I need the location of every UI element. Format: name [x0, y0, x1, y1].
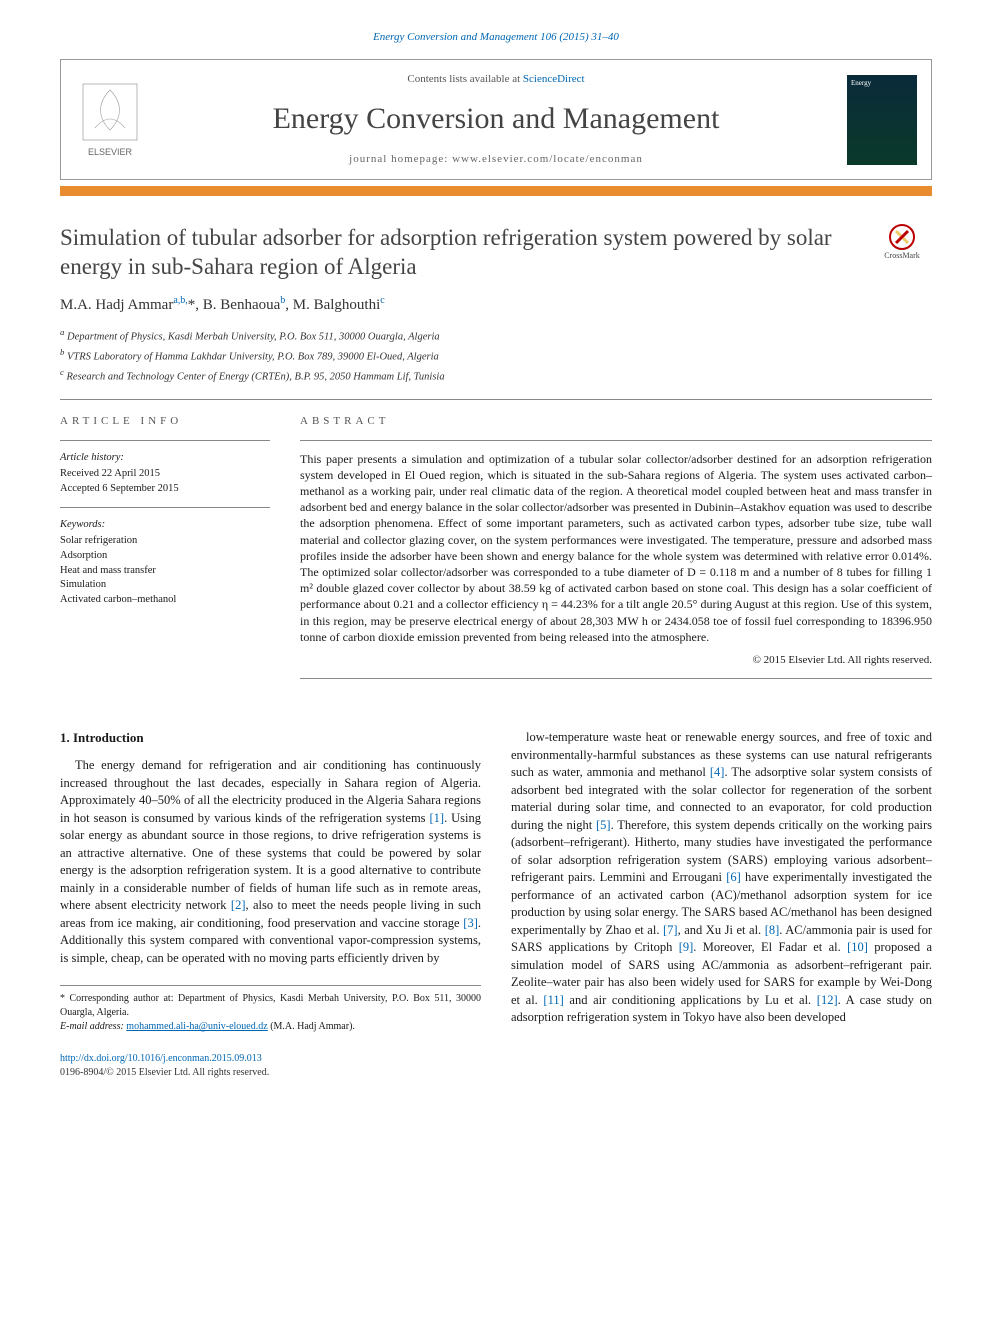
affiliation: a Department of Physics, Kasdi Merbah Un…	[60, 326, 932, 345]
author-name: M. Balghouthi	[293, 297, 381, 313]
affiliation: c Research and Technology Center of Ener…	[60, 366, 932, 385]
journal-header-box: ELSEVIER Contents lists available at Sci…	[60, 59, 932, 180]
affiliation-text: Research and Technology Center of Energy…	[67, 372, 445, 383]
email-owner: (M.A. Hadj Ammar).	[268, 1021, 355, 1032]
contents-prefix: Contents lists available at	[407, 73, 522, 85]
affiliation-text: VTRS Laboratory of Hamma Lakhdar Univers…	[67, 351, 439, 362]
author-list: M.A. Hadj Ammara,b,*, B. Benhaouab, M. B…	[60, 294, 932, 316]
keyword: Activated carbon–methanol	[60, 593, 270, 608]
rule	[60, 440, 270, 441]
elsevier-logo: ELSEVIER	[75, 80, 145, 160]
body-two-column: 1. Introduction The energy demand for re…	[60, 729, 932, 1034]
footer-copyright: 0196-8904/© 2015 Elsevier Ltd. All right…	[60, 1066, 932, 1080]
keyword: Heat and mass transfer	[60, 564, 270, 579]
journal-homepage: journal homepage: www.elsevier.com/locat…	[145, 152, 847, 167]
footnote-block: * Corresponding author at: Department of…	[60, 985, 481, 1034]
sciencedirect-link[interactable]: ScienceDirect	[523, 73, 585, 85]
article-info-column: ARTICLE INFO Article history: Received 2…	[60, 414, 270, 689]
abstract-text: This paper presents a simulation and opt…	[300, 451, 932, 645]
rule	[60, 507, 270, 508]
abstract-copyright: © 2015 Elsevier Ltd. All rights reserved…	[300, 653, 932, 668]
email-line: E-mail address: mohammed.ali-ha@univ-elo…	[60, 1020, 481, 1034]
homepage-url: www.elsevier.com/locate/enconman	[452, 153, 643, 165]
section-heading: 1. Introduction	[60, 729, 481, 747]
svg-text:ELSEVIER: ELSEVIER	[88, 147, 133, 157]
affiliation-list: a Department of Physics, Kasdi Merbah Un…	[60, 326, 932, 386]
article-title: Simulation of tubular adsorber for adsor…	[60, 224, 872, 282]
history-accepted: Accepted 6 September 2015	[60, 482, 270, 497]
rule	[300, 678, 932, 679]
author-sup: b	[280, 295, 285, 306]
corresponding-author-note: * Corresponding author at: Department of…	[60, 992, 481, 1020]
history-received: Received 22 April 2015	[60, 467, 270, 482]
crossmark-badge[interactable]: CrossMark	[872, 224, 932, 262]
affiliation-text: Department of Physics, Kasdi Merbah Univ…	[67, 331, 440, 342]
keyword: Simulation	[60, 578, 270, 593]
section-title: Introduction	[73, 730, 144, 745]
keyword: Solar refrigeration	[60, 534, 270, 549]
crossmark-icon	[889, 224, 915, 250]
journal-cover-thumbnail	[847, 75, 917, 165]
article-info-heading: ARTICLE INFO	[60, 414, 270, 429]
author-name: B. Benhaoua	[203, 297, 280, 313]
body-paragraph: The energy demand for refrigeration and …	[60, 757, 481, 967]
body-column-right: low-temperature waste heat or renewable …	[511, 729, 932, 1034]
history-label: Article history:	[60, 451, 270, 466]
email-label: E-mail address:	[60, 1021, 126, 1032]
rule	[300, 440, 932, 441]
contents-list-line: Contents lists available at ScienceDirec…	[145, 72, 847, 87]
author-name: M.A. Hadj Ammar	[60, 297, 173, 313]
doi-link[interactable]: http://dx.doi.org/10.1016/j.enconman.201…	[60, 1053, 262, 1064]
abstract-column: ABSTRACT This paper presents a simulatio…	[300, 414, 932, 689]
crossmark-label: CrossMark	[872, 250, 932, 261]
section-number: 1.	[60, 730, 70, 745]
journal-reference: Energy Conversion and Management 106 (20…	[60, 30, 932, 45]
accent-bar	[60, 186, 932, 196]
rule	[60, 399, 932, 400]
abstract-heading: ABSTRACT	[300, 414, 932, 429]
author-sup: c	[380, 295, 384, 306]
body-column-left: 1. Introduction The energy demand for re…	[60, 729, 481, 1034]
keywords-label: Keywords:	[60, 518, 270, 533]
affiliation: b VTRS Laboratory of Hamma Lakhdar Unive…	[60, 346, 932, 365]
author-sup: a,b,	[173, 295, 187, 306]
body-paragraph: low-temperature waste heat or renewable …	[511, 729, 932, 1027]
keyword: Adsorption	[60, 549, 270, 564]
corresponding-email-link[interactable]: mohammed.ali-ha@univ-eloued.dz	[126, 1021, 267, 1032]
homepage-prefix: journal homepage:	[349, 153, 452, 165]
journal-name: Energy Conversion and Management	[145, 98, 847, 140]
footer-doi: http://dx.doi.org/10.1016/j.enconman.201…	[60, 1052, 932, 1066]
